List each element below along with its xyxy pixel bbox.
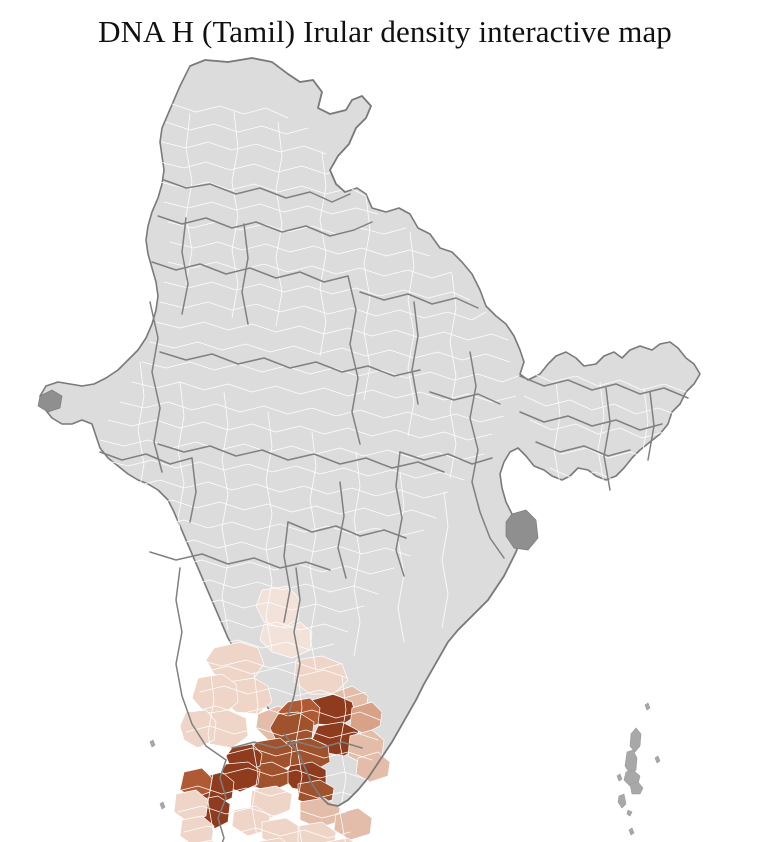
district-virudhunagar[interactable] [255,837,294,842]
state-borders-layer [99,179,689,842]
page-title: DNA H (Tamil) Irular density interactive… [98,14,672,49]
islands-layer[interactable] [149,702,661,842]
district-kancheepuram[interactable] [349,701,383,735]
district-south-24-parganas[interactable] [505,509,539,551]
district-borders-layer [99,103,687,842]
lakshadweep-islands[interactable] [149,739,171,842]
district-cuddalore[interactable] [355,751,391,783]
district-kutch-tip[interactable] [37,389,63,413]
india-choropleth-map[interactable] [0,52,770,842]
district-ernakulam[interactable] [173,789,209,823]
country-outline-layer [189,57,521,807]
district-sivaganga[interactable] [297,821,337,842]
special-districts-layer[interactable] [37,389,539,551]
map-svg[interactable] [0,52,770,842]
district-madurai[interactable] [261,817,303,842]
district-hassan[interactable] [191,673,239,715]
district-pudukkottai[interactable] [324,837,362,842]
andaman-nicobar-islands[interactable] [616,702,661,842]
